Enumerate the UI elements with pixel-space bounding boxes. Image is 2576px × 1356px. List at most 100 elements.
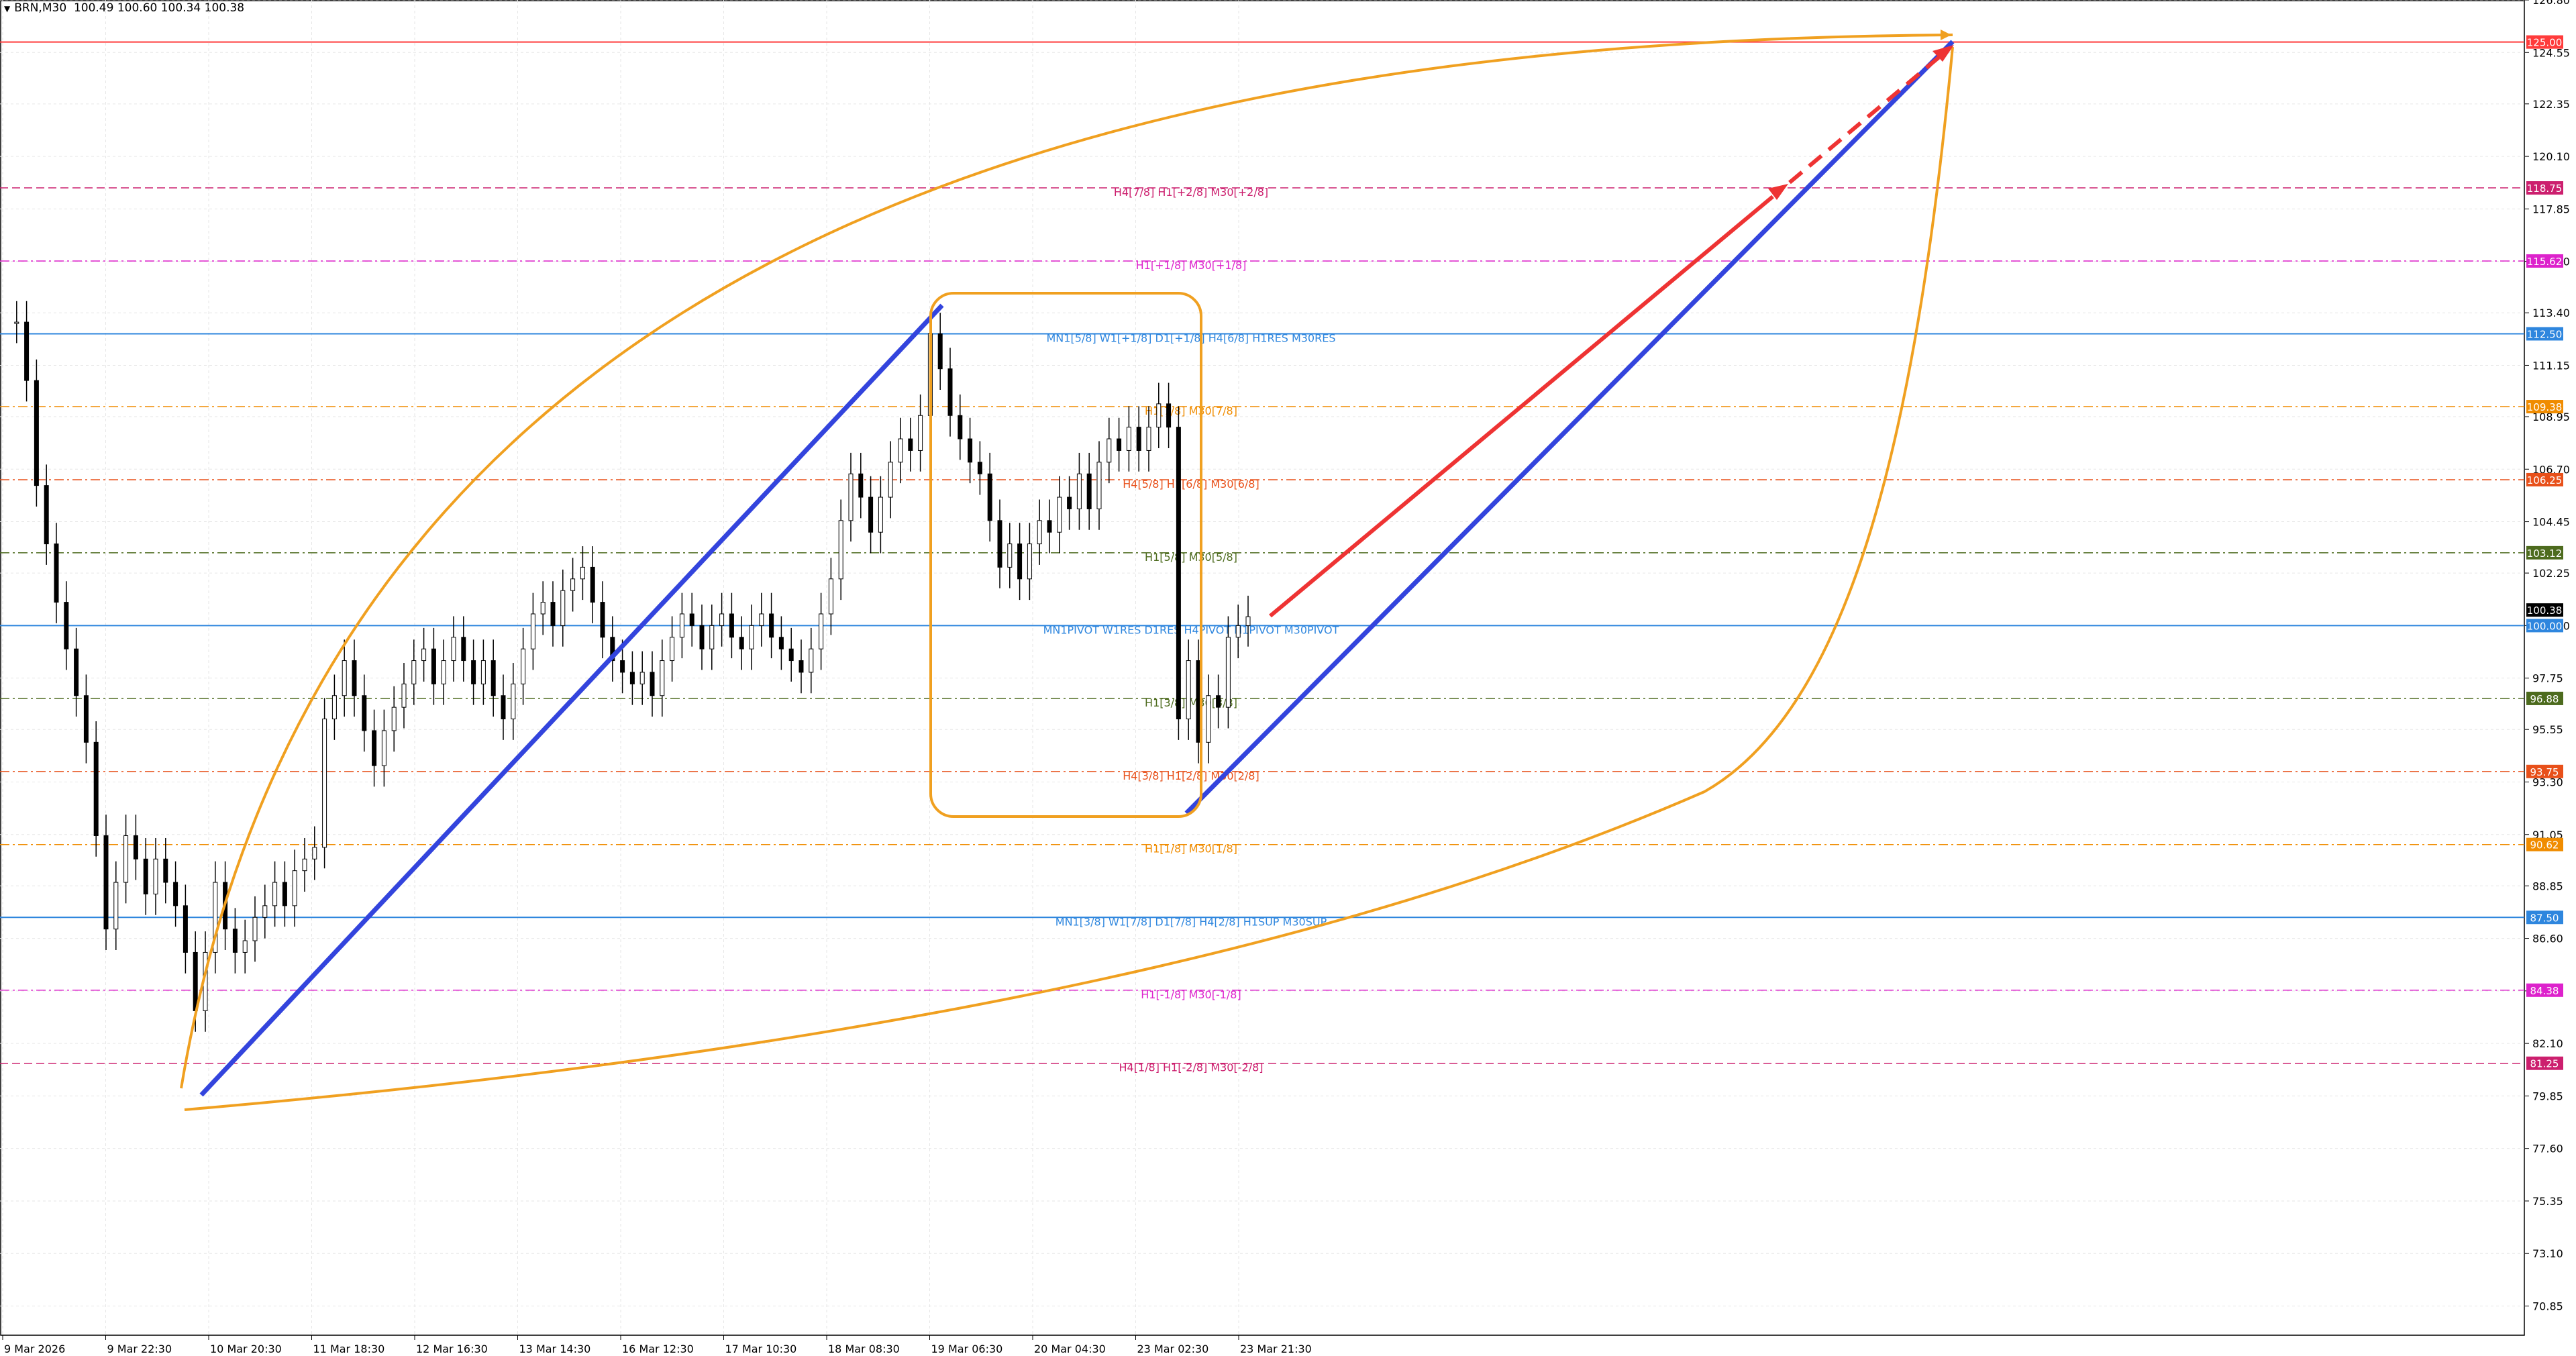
candle-body [798,660,804,673]
price-badge [2526,327,2563,341]
x-tick-label: 20 Mar 04:30 [1034,1343,1106,1355]
range-box [929,292,1202,818]
y-tick-label: 70.85 [2532,1300,2563,1313]
candle-body [868,497,874,533]
candle-body [461,637,466,662]
drawings [180,30,1955,1111]
candle-body [610,637,615,662]
candle-body [1106,438,1112,463]
candle-body [1136,427,1141,451]
candle-body [580,566,585,580]
price-badge-label: 90.62 [2530,839,2559,851]
y-tick-label: 95.55 [2532,723,2563,736]
candle-body [809,648,814,673]
x-tick-label: 10 Mar 20:30 [210,1343,282,1355]
candle-body [322,719,327,848]
candle-body [401,683,407,708]
candle-body [1235,625,1241,638]
candle-body [262,905,268,918]
high-value: 100.60 [117,1,158,15]
level-label: H1[-1/8] M30[-1/8] [1141,988,1241,1001]
candle-body [1166,403,1172,428]
price-badge-label: 125.00 [2527,37,2563,49]
x-tick-label: 11 Mar 18:30 [313,1343,385,1355]
candle-body [1216,695,1221,708]
candle-body [819,613,824,649]
candle-body [759,613,764,626]
symbol-label: BRN,M30 [14,1,67,15]
candle-body [778,637,784,649]
candle-body [302,858,307,872]
candle-body [292,870,297,906]
price-badge [2526,1056,2563,1070]
forecast-arrow-dashed [1788,55,1941,185]
candle-body [44,485,49,545]
candle-body [1057,497,1062,533]
candle-body [729,613,734,638]
candle-body [83,695,89,743]
candle-body [858,473,864,498]
grid [0,0,2525,1336]
candle-body [1245,616,1251,626]
price-badge-label: 115.62 [2527,256,2563,268]
candle-body [620,660,625,673]
candle-body [947,368,953,416]
candle-body [660,660,665,696]
price-badge [2526,983,2563,997]
current-price-badge [2526,603,2563,617]
candle-body [600,602,605,638]
candle-body [679,613,684,638]
forecast-arrowhead-dashed [1933,45,1954,62]
candle-body [74,648,79,696]
candle-body [163,858,168,883]
candle-body [888,462,893,498]
y-tick-label: 108.95 [2532,411,2570,423]
y-tick-label: 77.60 [2532,1143,2563,1155]
level-label: H4[7/8] H1[+2/8] M30[+2/8] [1114,186,1268,199]
candle-body [193,951,198,1011]
candle-body [1156,403,1162,428]
candle-body [411,660,417,684]
candle-body [421,648,427,662]
candle-body [550,602,556,626]
candle-body [1225,637,1231,708]
candle-body [113,882,119,930]
price-badge-label: 81.25 [2530,1058,2559,1070]
candle-body [1186,660,1191,720]
candle-body [232,929,238,953]
candle-body [749,625,754,649]
price-badge [2526,181,2563,195]
candle-body [570,578,576,591]
candle-body [1126,427,1131,451]
candle-body [93,741,99,836]
level-label: MN1PIVOT W1RES D1RES H4PIVOT H1PIVOT M30… [1043,623,1339,636]
y-tick-label: 124.55 [2532,46,2570,59]
level-label: H1[1/8] M30[1/8] [1145,843,1237,855]
candle-body [511,683,516,720]
candle-body [252,917,258,941]
price-badge [2526,691,2563,705]
candle-body [1086,473,1092,509]
price-badge [2526,837,2563,851]
y-tick-label: 122.35 [2532,98,2570,111]
y-tick-label: 88.85 [2532,880,2563,892]
collapse-triangle-icon[interactable]: ▼ [4,4,11,13]
candle-body [590,566,595,603]
candle-body [331,695,337,720]
x-tick-label: 23 Mar 21:30 [1240,1343,1312,1355]
arc-arrowhead [1941,30,1951,40]
x-tick-label: 9 Mar 22:30 [107,1343,172,1355]
candle-body [282,882,287,906]
candle-body [699,625,705,649]
level-label: H4[3/8] H1[2/8] M30[2/8] [1123,770,1259,782]
price-badge [2526,619,2563,633]
price-badge-label: 96.88 [2530,693,2559,705]
level-label: H1[5/8] M30[5/8] [1145,551,1237,564]
candle-body [709,625,715,649]
level-label: MN1[3/8] W1[7/8] D1[7/8] H4[2/8] H1SUP M… [1055,915,1327,928]
candle-body [878,497,883,533]
close-value: 100.38 [204,1,245,15]
candle-body [1176,427,1181,720]
y-tick-label: 120.10 [2532,150,2570,163]
